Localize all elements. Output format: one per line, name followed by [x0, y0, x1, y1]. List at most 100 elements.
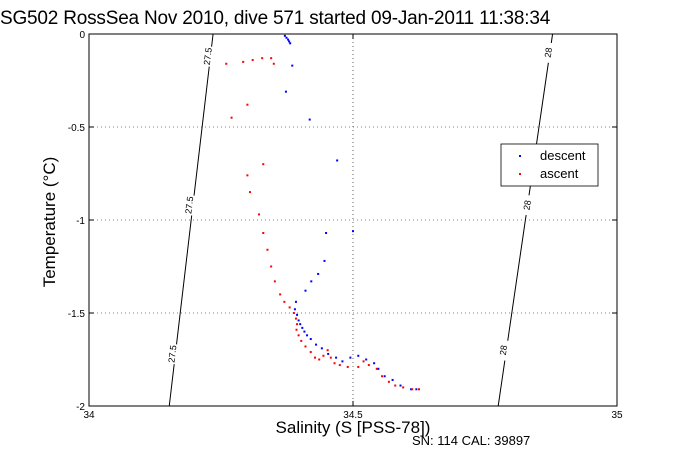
grid-lines [89, 34, 617, 406]
density-contour-label-bg [165, 343, 180, 365]
data-point-descent [349, 356, 352, 359]
x-tick-label: 35 [611, 410, 623, 421]
y-tick-label: 0 [79, 30, 85, 41]
data-point-ascent [394, 384, 397, 387]
data-point-descent [283, 34, 286, 37]
density-contour-label-bg [496, 339, 511, 361]
data-point-ascent [261, 57, 264, 60]
data-point-ascent [266, 248, 269, 251]
data-point-ascent [251, 59, 254, 62]
data-point-descent [301, 326, 304, 329]
data-point-descent [287, 38, 290, 41]
density-contour-label: 27.5 [166, 345, 178, 364]
data-point-ascent [270, 265, 273, 268]
data-point-ascent [300, 339, 303, 342]
density-contour-label: 28 [522, 199, 533, 210]
data-point-descent [297, 319, 300, 322]
data-point-descent [373, 362, 376, 365]
data-point-ascent [318, 358, 321, 361]
data-point-descent [293, 308, 296, 311]
data-point-ascent [326, 349, 329, 352]
data-point-ascent [367, 364, 370, 367]
legend-label-descent: descent [540, 148, 586, 163]
data-point-descent [285, 36, 288, 39]
data-point-descent [320, 347, 323, 350]
data-point-ascent [304, 345, 307, 348]
x-axis-label: Salinity (S [PSS-78]) [275, 418, 431, 437]
data-point-ascent [322, 354, 325, 357]
data-point-ascent [295, 328, 298, 331]
data-point-ascent [270, 57, 273, 60]
y-tick-label: -2 [76, 402, 85, 413]
data-point-ascent [292, 312, 295, 314]
data-point-descent [336, 159, 339, 162]
legend: descent ascent [500, 143, 599, 187]
data-point-descent [309, 338, 312, 341]
data-point-descent [377, 367, 380, 370]
data-point-descent [365, 358, 368, 361]
y-axis-ticks: -2 -1.5 -1 -0.5 0 [68, 30, 617, 413]
data-point-descent [327, 352, 330, 355]
density-contour-label: 27.5 [183, 196, 195, 215]
data-point-descent [391, 378, 394, 381]
data-point-ascent [279, 293, 282, 296]
data-point-descent [296, 313, 299, 316]
data-point-ascent [258, 213, 261, 216]
data-point-descent [410, 388, 413, 391]
y-axis-label: Temperature (°C) [40, 156, 59, 288]
data-point-ascent [225, 62, 228, 65]
legend-box [500, 143, 599, 187]
data-point-ascent [296, 323, 299, 326]
data-point-ascent [333, 362, 336, 365]
density-contour-label-bg [540, 41, 556, 64]
data-point-ascent [272, 62, 275, 65]
data-point-descent [399, 384, 402, 387]
data-point-ascent [288, 306, 291, 309]
data-point-descent [383, 375, 386, 378]
data-point-descent [415, 388, 418, 391]
data-points [225, 34, 420, 391]
data-point-ascent [309, 351, 312, 354]
data-point-descent [352, 230, 354, 233]
data-point-ascent [411, 388, 414, 391]
data-point-ascent [313, 356, 316, 359]
data-point-descent [289, 42, 292, 45]
data-point-descent [335, 356, 338, 359]
data-point-ascent [362, 360, 365, 363]
data-point-ascent [294, 317, 297, 320]
data-point-descent [323, 259, 326, 262]
data-point-ascent [283, 300, 286, 303]
data-point-descent [288, 40, 291, 43]
data-point-ascent [346, 365, 349, 368]
data-point-ascent [338, 364, 341, 367]
data-point-ascent [262, 163, 265, 166]
data-point-descent [341, 360, 344, 363]
data-point-ascent [375, 367, 378, 370]
density-contour-label: 28 [543, 47, 554, 58]
data-point-descent [299, 323, 302, 326]
x-axis-ticks: 34 34.5 35 [83, 34, 623, 421]
y-tick-label: -1.5 [68, 309, 86, 320]
data-point-ascent [262, 232, 265, 235]
data-point-descent [284, 90, 287, 93]
data-point-ascent [387, 380, 390, 383]
y-tick-label: -0.5 [68, 123, 86, 134]
data-point-ascent [418, 388, 420, 391]
legend-marker-descent [519, 155, 521, 157]
data-point-descent [325, 232, 328, 235]
legend-marker-ascent [519, 173, 521, 175]
data-point-ascent [381, 375, 384, 378]
data-point-ascent [357, 365, 360, 368]
data-point-ascent [246, 174, 249, 177]
data-point-ascent [242, 60, 245, 63]
y-tick-label: -1 [76, 216, 85, 227]
x-tick-label: 34.5 [343, 410, 363, 421]
data-point-descent [304, 289, 307, 292]
data-point-descent [306, 334, 309, 337]
data-point-descent [315, 343, 318, 346]
serial-cal-label: SN: 114 CAL: 39897 [412, 433, 531, 448]
data-point-ascent [230, 116, 233, 119]
data-point-descent [308, 118, 311, 121]
data-point-ascent [402, 386, 405, 389]
